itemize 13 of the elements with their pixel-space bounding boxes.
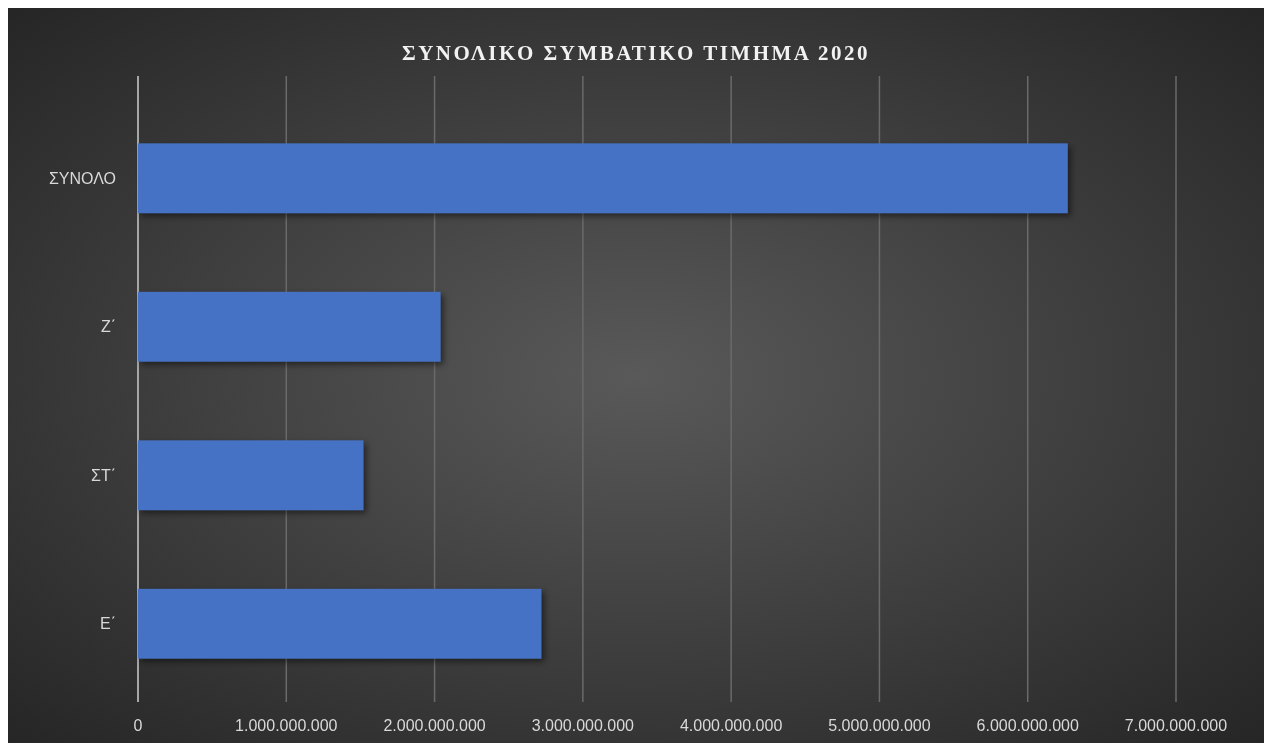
x-tick-label: 7.000.000.000 [1124,717,1228,734]
x-tick-label: 6.000.000.000 [976,717,1079,734]
x-tick-label: 5.000.000.000 [828,717,931,734]
chart-title: ΣΥΝΟΛΙΚΟ ΣΥΜΒΑΤΙΚΟ ΤΙΜΗΜΑ 2020 [401,41,871,65]
x-tick-label: 2.000.000.000 [383,717,486,734]
x-tick-label: 1.000.000.000 [235,717,338,734]
y-tick-label: ΣΤ΄ [91,466,116,484]
x-tick-label: 3.000.000.000 [531,717,635,734]
y-tick-label: Ε΄ [100,615,116,633]
y-tick-label: ΣΥΝΟΛΟ [48,169,116,187]
y-tick-label: Ζ΄ [100,318,116,336]
x-tick-label: 4.000.000.000 [679,717,783,734]
x-tick-label: 0 [133,717,143,734]
